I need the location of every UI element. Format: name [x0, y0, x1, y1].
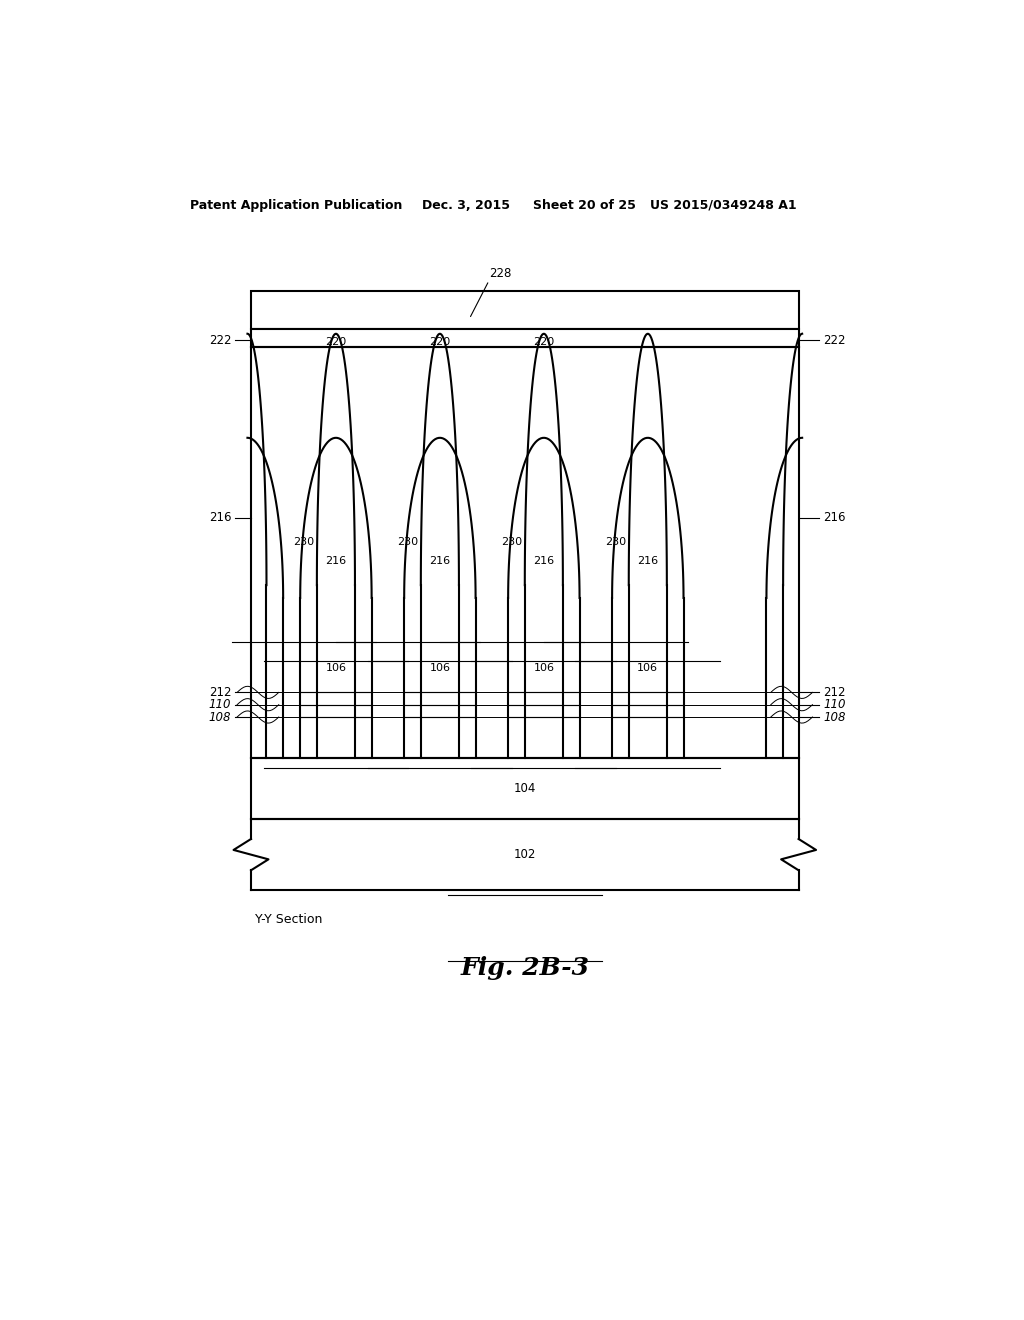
Text: Y-Y Section: Y-Y Section	[255, 912, 323, 925]
Text: 108: 108	[209, 710, 231, 723]
Text: 212: 212	[209, 686, 231, 698]
Text: 230: 230	[397, 537, 419, 546]
Text: 216: 216	[326, 556, 346, 566]
Text: 230: 230	[502, 537, 522, 546]
Text: 102: 102	[514, 849, 536, 861]
Text: 110: 110	[823, 698, 846, 711]
Text: 108: 108	[823, 710, 846, 723]
Text: Patent Application Publication: Patent Application Publication	[189, 198, 402, 211]
Bar	[251, 290, 799, 329]
Text: 106: 106	[637, 663, 658, 673]
Text: 106: 106	[429, 663, 451, 673]
Text: Fig. 2B-3: Fig. 2B-3	[461, 956, 589, 981]
Text: US 2015/0349248 A1: US 2015/0349248 A1	[650, 198, 797, 211]
Text: 222: 222	[209, 334, 231, 347]
Text: 216: 216	[209, 511, 231, 524]
Text: Dec. 3, 2015: Dec. 3, 2015	[422, 198, 510, 211]
Text: 216: 216	[429, 556, 451, 566]
Text: 230: 230	[294, 537, 314, 546]
Text: 106: 106	[534, 663, 554, 673]
Text: 222: 222	[823, 334, 846, 347]
Text: 216: 216	[637, 556, 658, 566]
Text: 230: 230	[605, 537, 627, 546]
Text: 216: 216	[823, 511, 846, 524]
Bar	[251, 329, 799, 347]
Text: 110: 110	[209, 698, 231, 711]
Text: 228: 228	[489, 268, 511, 280]
Text: 220: 220	[326, 337, 346, 347]
Text: 220: 220	[429, 337, 451, 347]
Text: 216: 216	[534, 556, 554, 566]
Text: Sheet 20 of 25: Sheet 20 of 25	[532, 198, 636, 211]
Text: 220: 220	[534, 337, 554, 347]
Text: 106: 106	[326, 663, 346, 673]
Text: 212: 212	[823, 686, 846, 698]
Bar	[251, 758, 799, 818]
Text: 104: 104	[514, 781, 536, 795]
